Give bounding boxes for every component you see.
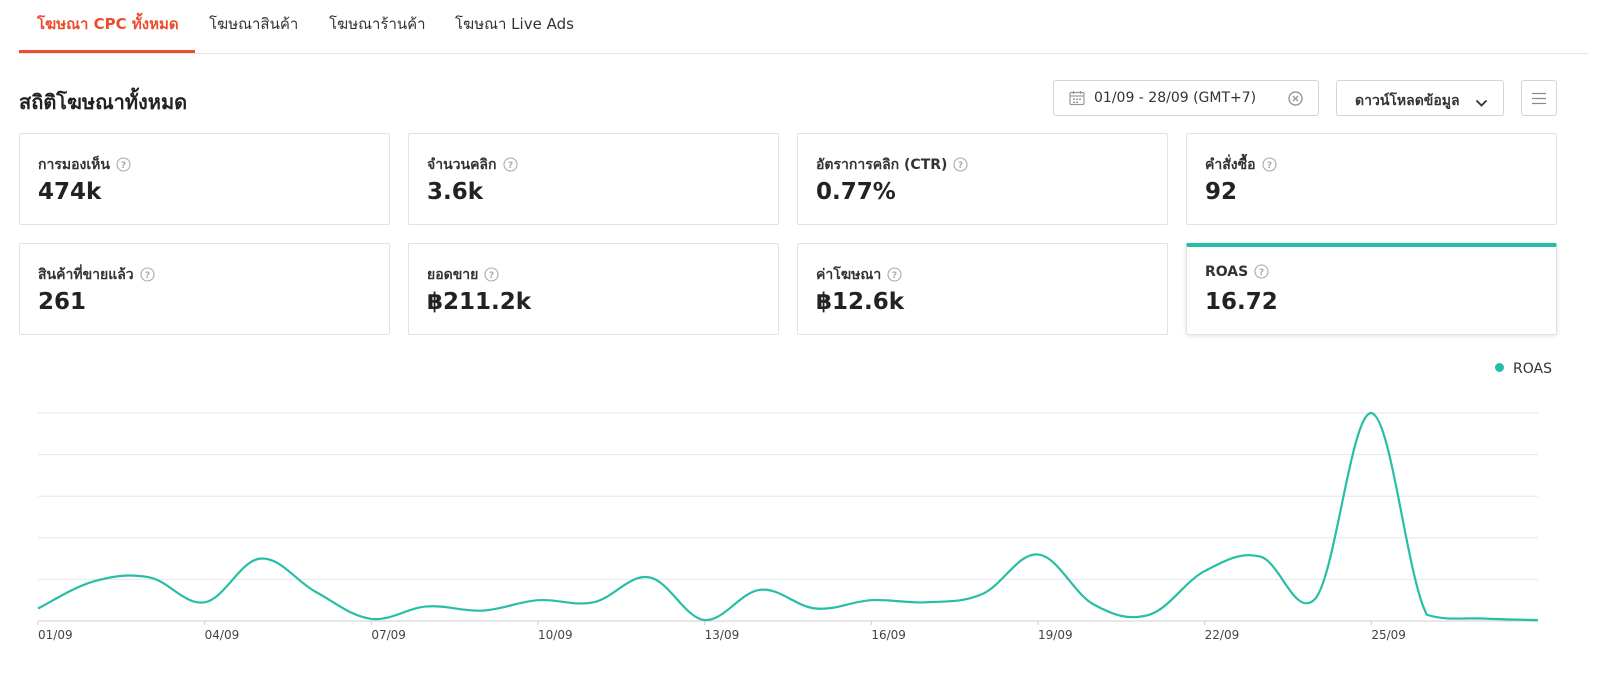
data-point[interactable] [591,599,597,605]
date-range-picker[interactable]: 01/09 - 28/09 (GMT+7) [1053,80,1319,116]
x-tick-label: 22/09 [1205,628,1240,642]
legend-label-roas: ROAS [1513,361,1552,377]
tab-live-ads[interactable]: โฆษณา Live Ads [455,15,574,33]
active-tab-indicator [19,50,195,53]
download-data-button[interactable]: ดาวน์โหลดข้อมูล [1336,80,1504,116]
legend-dot [1495,363,1504,372]
data-point[interactable] [1257,554,1263,560]
metric-card-items-sold[interactable]: สินค้าที่ขายแล้ว? 261 [19,243,390,335]
metric-label: ROAS? [1205,264,1269,283]
chart-legend: ROAS [1495,361,1552,377]
data-point[interactable] [1202,568,1208,574]
metric-label: ยอดขาย? [427,264,499,286]
metric-value: 3.6k [427,179,484,205]
x-tick-label: 19/09 [1038,628,1073,642]
data-point[interactable] [1313,595,1319,601]
calendar-icon [1069,90,1085,110]
x-tick-label: 07/09 [371,628,406,642]
metric-card-roas[interactable]: ROAS? 16.72 [1186,243,1557,335]
page-title: สถิติโฆษณาทั้งหมด [19,90,188,114]
svg-text:?: ? [121,161,126,171]
x-tick-label: 13/09 [705,628,740,642]
x-tick-label: 10/09 [538,628,573,642]
svg-text:?: ? [489,271,494,281]
x-tick-label: 25/09 [1371,628,1406,642]
data-point[interactable] [702,617,708,623]
series-line-roas [37,411,1539,622]
data-point[interactable] [1091,601,1097,607]
svg-text:?: ? [892,271,897,281]
metric-value: 16.72 [1205,289,1278,315]
data-point[interactable] [924,599,930,605]
data-point[interactable] [313,589,319,595]
data-point[interactable] [979,591,985,597]
data-point[interactable] [1035,551,1041,557]
help-icon[interactable]: ? [953,157,968,176]
clear-date-icon[interactable] [1288,91,1303,110]
menu-button[interactable] [1521,80,1557,116]
data-point[interactable] [757,587,763,593]
metric-label: อัตราการคลิก (CTR)? [816,154,968,176]
data-point[interactable] [146,574,152,580]
metric-label: จำนวนคลิก? [427,154,518,176]
help-icon[interactable]: ? [140,267,155,286]
x-tick-label: 16/09 [871,628,906,642]
metric-value: 0.77% [816,179,896,205]
metric-card-impressions[interactable]: การมองเห็น? 474k [19,133,390,225]
metric-value: 261 [38,289,87,315]
data-point[interactable] [1424,612,1430,618]
data-point[interactable] [1146,612,1152,618]
metric-card-ad-spend[interactable]: ค่าโฆษณา? ฿12.6k [797,243,1168,335]
data-point[interactable] [1368,410,1374,416]
data-point[interactable] [202,599,208,605]
data-point[interactable] [1535,617,1541,623]
svg-text:?: ? [507,161,512,171]
metric-card-ctr[interactable]: อัตราการคลิก (CTR)? 0.77% [797,133,1168,225]
help-icon[interactable]: ? [116,157,131,176]
chevron-down-icon [1475,93,1488,112]
data-point[interactable] [479,608,485,614]
metric-value: ฿211.2k [427,289,532,315]
metric-value: 92 [1205,179,1238,205]
metric-label: คำสั่งซื้อ? [1205,154,1277,176]
help-icon[interactable]: ? [1261,157,1277,176]
ad-type-tabs: โฆษณา CPC ทั้งหมด โฆษณาสินค้า โฆษณาร้านค… [19,0,1588,54]
data-point[interactable] [646,574,652,580]
metric-label: การมองเห็น? [38,154,131,176]
data-point[interactable] [91,578,97,584]
data-point[interactable] [368,616,374,622]
help-icon[interactable]: ? [484,267,499,286]
x-tick-label: 04/09 [205,628,240,642]
tab-product-ads[interactable]: โฆษณาสินค้า [209,15,299,33]
help-icon[interactable]: ? [887,267,902,286]
metric-value: ฿12.6k [816,289,905,315]
svg-text:?: ? [958,161,963,171]
download-button-label: ดาวน์โหลดข้อมูล [1355,93,1460,109]
svg-text:?: ? [145,271,150,281]
data-point[interactable] [1479,616,1485,622]
help-icon[interactable]: ? [502,157,518,176]
metric-card-orders[interactable]: คำสั่งซื้อ? 92 [1186,133,1557,225]
svg-text:?: ? [1259,268,1264,278]
data-point[interactable] [424,603,430,609]
svg-text:?: ? [1266,161,1271,171]
data-point[interactable] [257,556,263,562]
metric-card-clicks[interactable]: จำนวนคลิก? 3.6k [408,133,779,225]
roas-line-chart: 01/09 04/09 07/09 10/09 13/09 16/09 19/09 22/09… [35,410,1541,642]
metric-value: 474k [38,179,102,205]
data-point[interactable] [813,606,819,612]
tab-shop-ads[interactable]: โฆษณาร้านค้า [329,15,426,33]
x-tick-label: 01/09 [38,628,73,642]
date-range-value: 01/09 - 28/09 (GMT+7) [1094,90,1257,106]
metric-label: สินค้าที่ขายแล้ว? [38,264,155,286]
data-point[interactable] [35,606,41,612]
data-point[interactable] [535,597,541,603]
data-point[interactable] [868,597,874,603]
tab-all-cpc-ads[interactable]: โฆษณา CPC ทั้งหมด [37,15,179,33]
metric-label: ค่าโฆษณา? [816,264,902,286]
metric-card-sales[interactable]: ยอดขาย? ฿211.2k [408,243,779,335]
help-icon[interactable]: ? [1254,264,1269,283]
